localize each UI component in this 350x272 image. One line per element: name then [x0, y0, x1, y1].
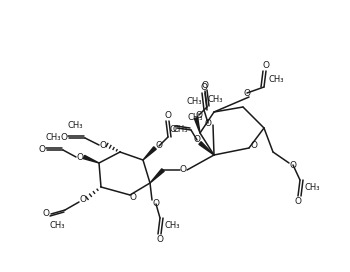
Text: O: O [201, 84, 208, 92]
Text: CH₃: CH₃ [304, 184, 320, 193]
Polygon shape [199, 142, 214, 155]
Text: O: O [180, 165, 187, 175]
Text: CH₃: CH₃ [45, 134, 61, 143]
Text: O: O [42, 209, 49, 218]
Text: O: O [164, 112, 172, 120]
Text: O: O [99, 141, 106, 150]
Text: O: O [38, 146, 46, 154]
Text: CH₃: CH₃ [268, 75, 284, 84]
Text: O: O [251, 141, 258, 150]
Text: O: O [169, 125, 176, 134]
Text: O: O [294, 196, 301, 206]
Text: O: O [204, 119, 211, 128]
Polygon shape [150, 169, 164, 183]
Text: CH₃: CH₃ [67, 122, 83, 131]
Text: O: O [130, 193, 136, 202]
Polygon shape [143, 147, 156, 160]
Text: CH₃: CH₃ [49, 221, 65, 230]
Text: O: O [155, 141, 162, 150]
Polygon shape [194, 118, 200, 133]
Text: O: O [153, 199, 160, 209]
Polygon shape [83, 155, 99, 163]
Text: O: O [202, 82, 209, 91]
Text: CH₃: CH₃ [164, 221, 180, 230]
Text: O: O [79, 196, 86, 205]
Text: O: O [289, 160, 296, 169]
Text: O: O [61, 134, 68, 143]
Text: CH₃: CH₃ [187, 113, 203, 122]
Text: O: O [194, 135, 201, 144]
Text: O: O [156, 234, 163, 243]
Text: O: O [262, 61, 270, 70]
Text: CH₃: CH₃ [207, 94, 223, 104]
Text: CH₃: CH₃ [186, 97, 202, 106]
Text: O: O [77, 153, 84, 162]
Text: O: O [196, 110, 203, 119]
Text: O: O [244, 88, 251, 97]
Text: CH₃: CH₃ [172, 125, 188, 134]
